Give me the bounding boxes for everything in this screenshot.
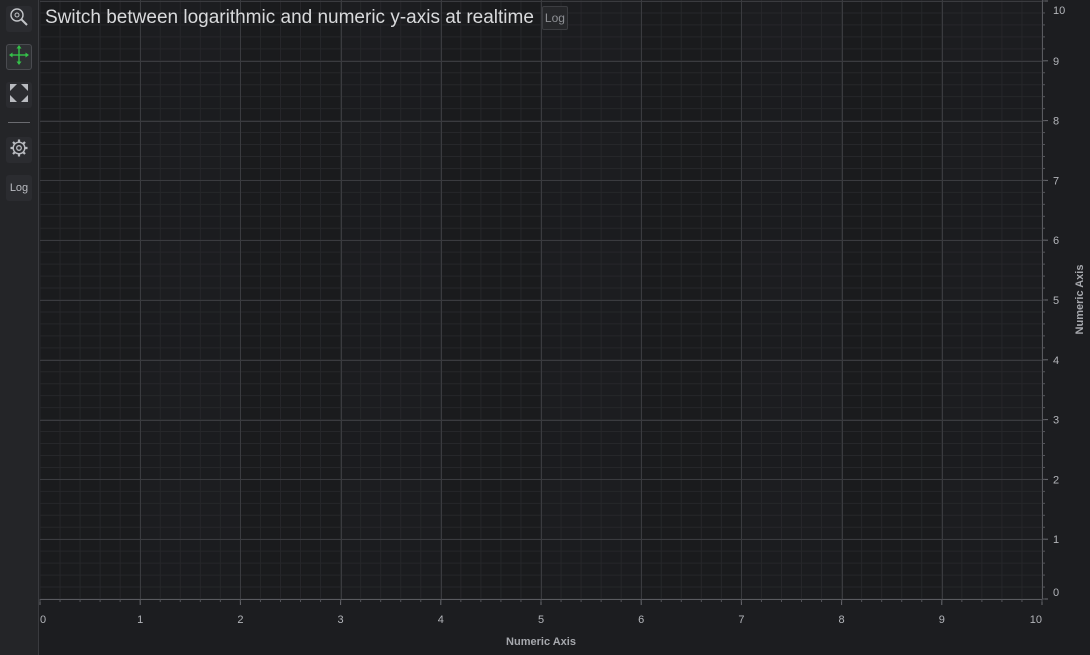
x-tick-label: 7 xyxy=(738,614,744,626)
pan-move-icon xyxy=(8,44,30,71)
y-axis-ticks: 0 1 2 3 4 5 6 7 8 9 10 xyxy=(1042,0,1065,600)
chart-toolbar: Log xyxy=(0,0,39,655)
y-tick-label: 3 xyxy=(1053,415,1059,427)
y-tick-label: 4 xyxy=(1053,355,1059,367)
y-tick-label: 6 xyxy=(1053,235,1059,247)
y-tick-label: 5 xyxy=(1053,295,1059,307)
x-tick-label: 2 xyxy=(237,614,243,626)
x-tick-label: 10 xyxy=(1030,614,1042,626)
zoom-button[interactable] xyxy=(6,6,32,32)
toolbar-separator xyxy=(8,122,30,123)
x-axis-title: Numeric Axis xyxy=(506,636,576,648)
gear-icon xyxy=(8,137,30,164)
x-tick-label: 1 xyxy=(137,614,143,626)
chart-title-bar: Switch between logarithmic and numeric y… xyxy=(45,4,568,32)
chart-title: Switch between logarithmic and numeric y… xyxy=(45,7,534,28)
settings-button[interactable] xyxy=(6,137,32,163)
x-tick-label: 5 xyxy=(538,614,544,626)
y-tick-label: 8 xyxy=(1053,116,1059,128)
zoom-icon xyxy=(8,6,30,33)
x-tick-label: 4 xyxy=(438,614,444,626)
major-grid xyxy=(40,0,1042,599)
x-tick-label: 8 xyxy=(839,614,845,626)
y-tick-label: 9 xyxy=(1053,56,1059,68)
y-tick-label: 7 xyxy=(1053,175,1059,187)
fit-screen-icon xyxy=(8,82,30,109)
title-log-button[interactable]: Log xyxy=(541,6,568,30)
y-tick-label: 1 xyxy=(1053,534,1059,546)
log-toggle-button[interactable]: Log xyxy=(6,175,32,201)
fit-screen-button[interactable] xyxy=(6,82,32,108)
x-tick-label: 6 xyxy=(638,614,644,626)
y-tick-label: 2 xyxy=(1053,474,1059,486)
log-toggle-label: Log xyxy=(9,182,29,194)
x-tick-label: 9 xyxy=(939,614,945,626)
y-axis-title: Numeric Axis xyxy=(1074,265,1086,335)
pan-button[interactable] xyxy=(6,44,32,70)
y-tick-label: 10 xyxy=(1053,5,1065,17)
x-tick-label: 3 xyxy=(338,614,344,626)
y-tick-label: 0 xyxy=(1053,587,1059,599)
x-tick-label: 0 xyxy=(40,614,46,626)
x-axis-ticks: 0 1 2 3 4 5 6 7 8 9 10 xyxy=(39,599,1043,626)
